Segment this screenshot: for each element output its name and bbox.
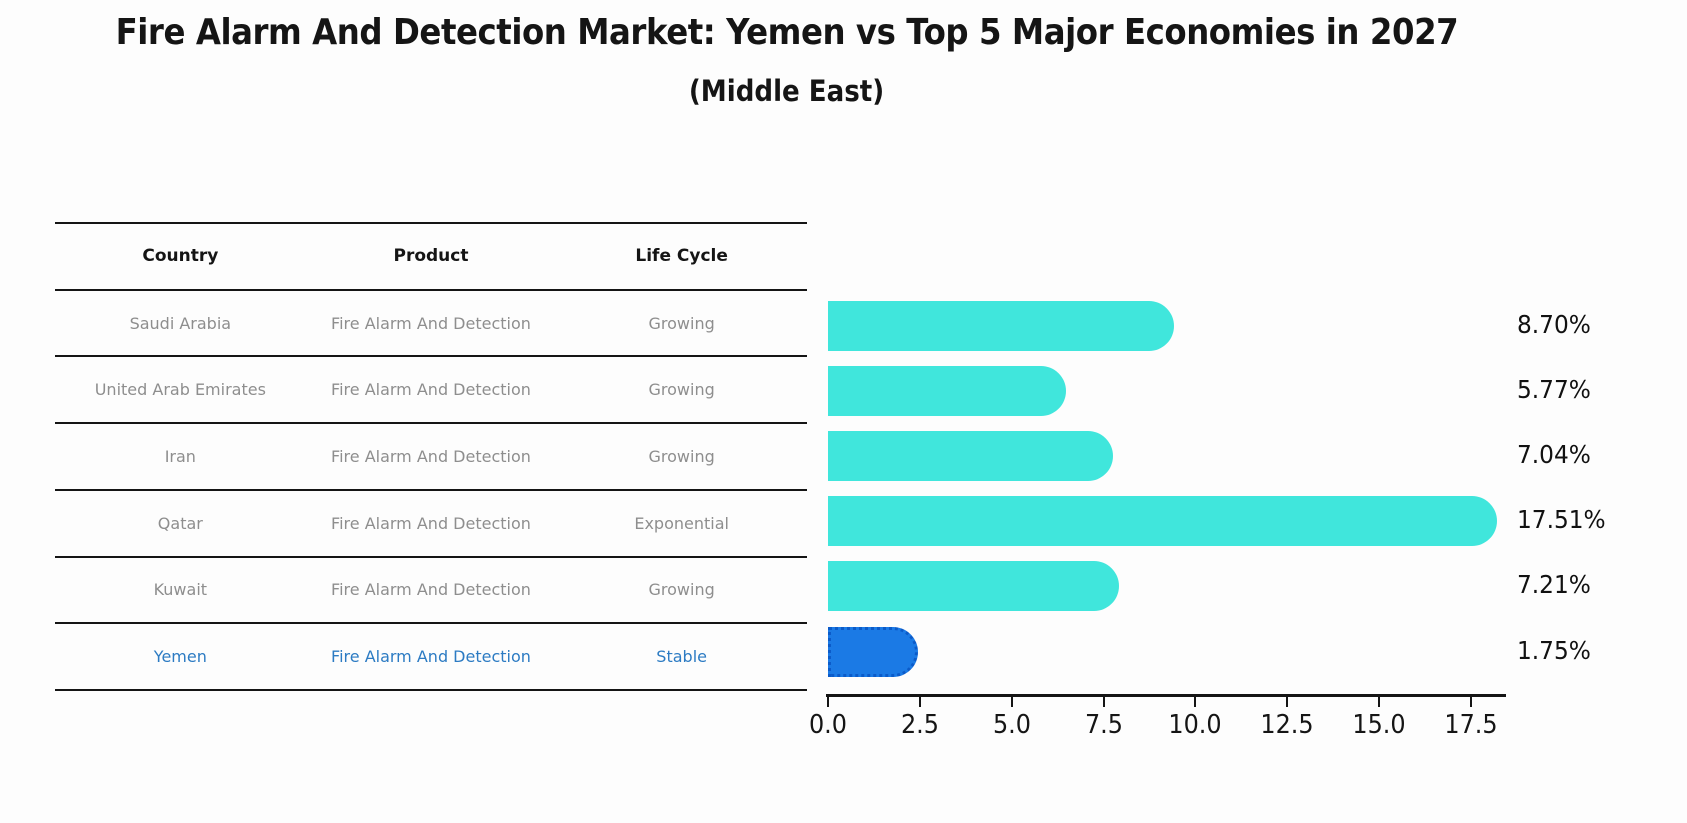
bar-kuwait [828,561,1119,612]
cell-country: United Arab Emirates [94,380,266,400]
cell-country: Yemen [153,647,207,667]
x-axis-tick-label: 17.5 [1444,710,1498,740]
bar-iran [828,430,1113,481]
cell-life-cycle: Growing [648,313,715,333]
table-header-country: Country [142,246,219,267]
table-row-kuwait: Kuwait Fire Alarm And Detection Growing [55,558,807,625]
cell-country: Kuwait [153,580,208,600]
x-axis-tick [1010,697,1013,707]
table-header-product: Product [393,246,469,267]
x-axis-tick [1194,697,1197,707]
x-axis-tick-label: 2.5 [900,710,939,740]
bar-qatar [828,496,1498,547]
x-axis-tick [918,697,921,707]
bar-saudi-arabia [828,300,1174,351]
x-axis-tick [1469,697,1472,707]
x-axis-tick-label: 12.5 [1260,710,1314,740]
table-row-iran: Iran Fire Alarm And Detection Growing [55,424,807,491]
x-axis-tick-label: 15.0 [1352,710,1406,740]
cell-product: Fire Alarm And Detection [331,313,531,333]
bar-yemen [828,626,919,677]
value-label-kuwait: 7.21% [1517,570,1591,600]
chart-title: Fire Alarm And Detection Market: Yemen v… [0,12,1574,53]
x-axis-tick [827,697,829,707]
value-label-yemen: 1.75% [1517,635,1591,665]
cell-life-cycle: Growing [648,380,715,400]
cell-life-cycle: Exponential [634,513,729,533]
table-row-yemen: Yemen Fire Alarm And Detection Stable [55,624,807,692]
x-axis-tick-label: 5.0 [992,710,1031,740]
x-axis-tick [1286,697,1289,707]
table-header-row: Country Product Life Cycle [55,224,807,291]
value-label-saudi-arabia: 8.70% [1517,309,1591,339]
cell-life-cycle: Growing [648,580,715,600]
x-axis-tick-label: 10.0 [1168,710,1223,740]
cell-product: Fire Alarm And Detection [331,580,531,600]
cell-country: Iran [164,447,196,467]
cell-country: Saudi Arabia [129,313,232,333]
table-header-life-cycle: Life Cycle [635,246,728,267]
x-axis-tick [1102,697,1105,707]
value-label-united-arab-emirates: 5.77% [1517,374,1591,404]
cell-product: Fire Alarm And Detection [331,513,531,533]
country-table: Country Product Life Cycle Saudi Arabia F… [55,222,807,692]
table-row-saudi-arabia: Saudi Arabia Fire Alarm And Detection Grow… [55,291,807,358]
cell-life-cycle: Growing [648,447,715,467]
table-row-united-arab-emirates: United Arab Emirates Fire Alarm And Detec… [55,357,807,425]
cell-product: Fire Alarm And Detection [331,647,531,667]
cell-life-cycle: Stable [656,647,707,667]
cell-product: Fire Alarm And Detection [331,447,531,467]
chart-subtitle-text: (Middle East) [689,74,885,108]
x-axis-tick-label: 0.0 [808,710,848,740]
chart-subtitle: (Middle East) [0,74,1574,108]
table-row-qatar: Qatar Fire Alarm And Detection Exponential [55,491,807,558]
bar-united-arab-emirates [828,365,1066,416]
x-axis-tick [1378,697,1381,707]
value-label-iran: 7.04% [1517,439,1591,469]
value-label-qatar: 17.51% [1517,505,1606,535]
cell-country: Qatar [157,513,203,533]
x-axis-tick-label: 7.5 [1084,710,1123,740]
chart-title-text: Fire Alarm And Detection Market: Yemen v… [115,12,1459,53]
x-axis-line [826,694,1506,697]
cell-product: Fire Alarm And Detection [331,380,531,400]
